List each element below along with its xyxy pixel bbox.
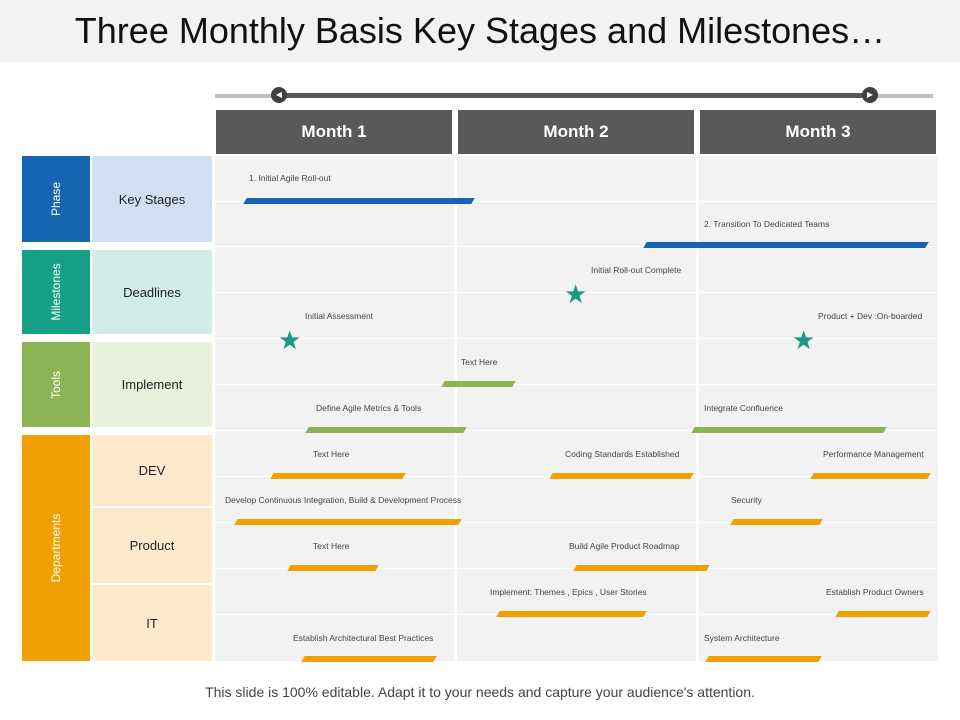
month-header-3: Month 3 — [700, 110, 936, 154]
milestone-label: Product + Dev :On-boarded — [818, 311, 923, 321]
subcategory-implement: Implement — [92, 342, 212, 427]
gantt-grid — [215, 156, 938, 661]
grid-row-line — [215, 201, 938, 202]
category-phase: Phase — [22, 156, 90, 242]
task-label: Coding Standards Established — [565, 449, 680, 459]
task-bar — [270, 473, 406, 479]
task-bar — [573, 565, 710, 571]
slide-title: Three Monthly Basis Key Stages and Miles… — [74, 10, 886, 51]
task-label: 1. Initial Agile Roll-out — [249, 173, 331, 183]
title-band — [0, 0, 960, 62]
milestone-star-icon: ★ — [278, 325, 302, 355]
milestone-star-icon: ★ — [792, 325, 816, 355]
category-milestones-label: Milestones — [49, 263, 63, 321]
category-phase-label: Phase — [49, 181, 63, 217]
task-label: Implement: Themes , Epics , User Stories — [490, 587, 647, 597]
task-bar — [243, 198, 475, 204]
grid-row-line — [215, 384, 938, 385]
month-header-2: Month 2 — [458, 110, 694, 154]
grid-row-line — [215, 338, 938, 339]
grid-row-line — [215, 430, 938, 431]
task-label: Text Here — [461, 357, 498, 367]
task-label: Text Here — [313, 449, 350, 459]
task-label: Performance Management — [823, 449, 924, 459]
timeline-range — [279, 93, 870, 98]
task-label: Security — [731, 495, 762, 505]
category-tools-label: Tools — [49, 370, 63, 399]
grid-row-line — [215, 522, 938, 523]
task-bar — [301, 656, 437, 662]
footer-note: This slide is 100% editable. Adapt it to… — [205, 684, 755, 700]
timeline-start-knob[interactable]: ◀ — [271, 87, 287, 103]
grid-row-line — [215, 292, 938, 293]
task-label: Establish Architectural Best Practices — [293, 633, 434, 643]
task-bar — [643, 242, 929, 248]
milestone-label: Initial Roll-out Complete — [591, 265, 682, 275]
timeline-end-knob[interactable]: ▶ — [862, 87, 878, 103]
task-bar — [730, 519, 823, 525]
subcategory-dev: DEV — [92, 435, 212, 506]
subcategory-product: Product — [92, 508, 212, 583]
subcategory-deadlines: Deadlines — [92, 250, 212, 334]
task-bar — [691, 427, 887, 433]
milestone-label: Initial Assessment — [305, 311, 374, 321]
category-departments: Departments — [22, 435, 90, 661]
subcategory-key-stages: Key Stages — [92, 156, 212, 242]
task-bar — [234, 519, 462, 525]
task-label: Establish Product Owners — [826, 587, 924, 597]
task-bar — [287, 565, 379, 571]
task-bar — [496, 611, 647, 617]
grid-row-line — [215, 246, 938, 247]
task-bar — [810, 473, 931, 479]
subcategory-it: IT — [92, 585, 212, 661]
task-bar — [835, 611, 931, 617]
task-label: Integrate Confluence — [704, 403, 783, 413]
category-tools: Tools — [22, 342, 90, 427]
task-bar — [305, 427, 467, 433]
task-label: Build Agile Product Roadmap — [569, 541, 680, 551]
task-label: Text Here — [313, 541, 350, 551]
month-header-1: Month 1 — [216, 110, 452, 154]
task-label: Develop Continuous Integration, Build & … — [225, 495, 462, 505]
category-departments-label: Departments — [49, 513, 63, 583]
grid-column-line — [454, 156, 457, 661]
milestone-star-icon: ★ — [564, 279, 588, 309]
category-milestones: Milestones — [22, 250, 90, 334]
task-label: Define Agile Metrics & Tools — [316, 403, 422, 413]
task-label: System Architecture — [704, 633, 780, 643]
grid-column-line — [696, 156, 699, 661]
task-bar — [705, 656, 822, 662]
task-label: 2. Transition To Dedicated Teams — [704, 219, 830, 229]
task-bar — [549, 473, 694, 479]
task-bar — [441, 381, 516, 387]
